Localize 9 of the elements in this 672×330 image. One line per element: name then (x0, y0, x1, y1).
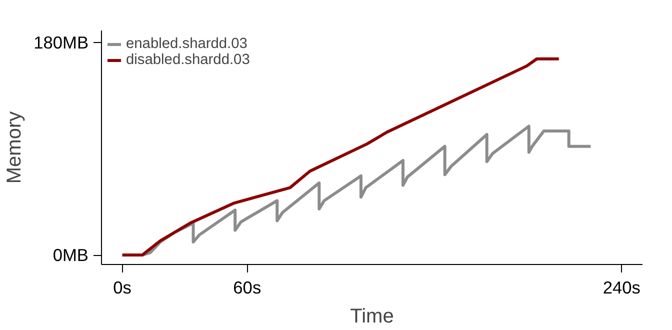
x-tick-label: 60s (233, 278, 262, 298)
y-tick-label: 180MB (34, 32, 89, 52)
y-tick-label: 0MB (52, 245, 89, 266)
y-axis-title: Memory (4, 111, 26, 184)
x-tick-label: 0s (113, 278, 132, 298)
legend-label: enabled.shardd.03 (126, 36, 248, 52)
x-axis-title: Time (350, 306, 394, 328)
x-tick-label: 240s (602, 278, 641, 298)
legend-label: disabled.shardd.03 (126, 52, 250, 68)
